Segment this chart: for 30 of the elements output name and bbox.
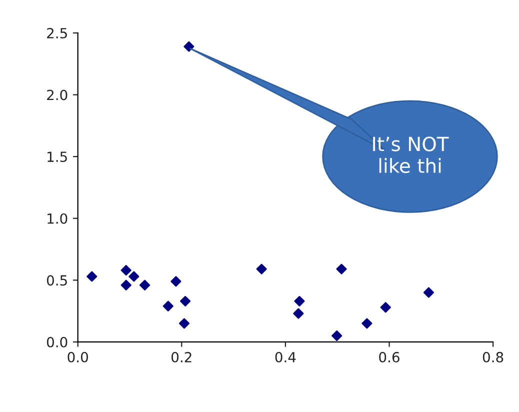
- point: [362, 318, 372, 329]
- point: [120, 264, 132, 276]
- point: [140, 280, 150, 290]
- y-tick-label: 0.0: [46, 336, 68, 348]
- point: [170, 276, 182, 287]
- x-tick-label: 0.8: [482, 352, 504, 362]
- y-tick-label: 1.0: [48, 213, 68, 224]
- point: [178, 318, 190, 329]
- x-tick-label: 0.0: [68, 352, 88, 362]
- point: [294, 296, 305, 306]
- x-tick-label: 0.4: [275, 352, 296, 362]
- point: [180, 296, 191, 306]
- point: [332, 330, 342, 342]
- point: [128, 271, 140, 282]
- y-tick-label: 1.5: [48, 152, 67, 162]
- point: [293, 308, 304, 319]
- point: [423, 287, 434, 298]
- y-tick-label: 2.5: [47, 28, 67, 38]
- point: [162, 300, 174, 312]
- point: [256, 264, 267, 274]
- y-tick-label: 2.0: [47, 90, 68, 100]
- point: [120, 280, 132, 290]
- point: [380, 302, 391, 313]
- point: [336, 264, 347, 274]
- annotation: It’s NOT like thi: [373, 136, 449, 174]
- x-tick-label: 0.6: [379, 352, 400, 362]
- x-tick-label: 0.2: [172, 352, 192, 362]
- point: [184, 41, 194, 52]
- point: [86, 271, 98, 282]
- y-tick-label: 0.5: [46, 275, 67, 286]
